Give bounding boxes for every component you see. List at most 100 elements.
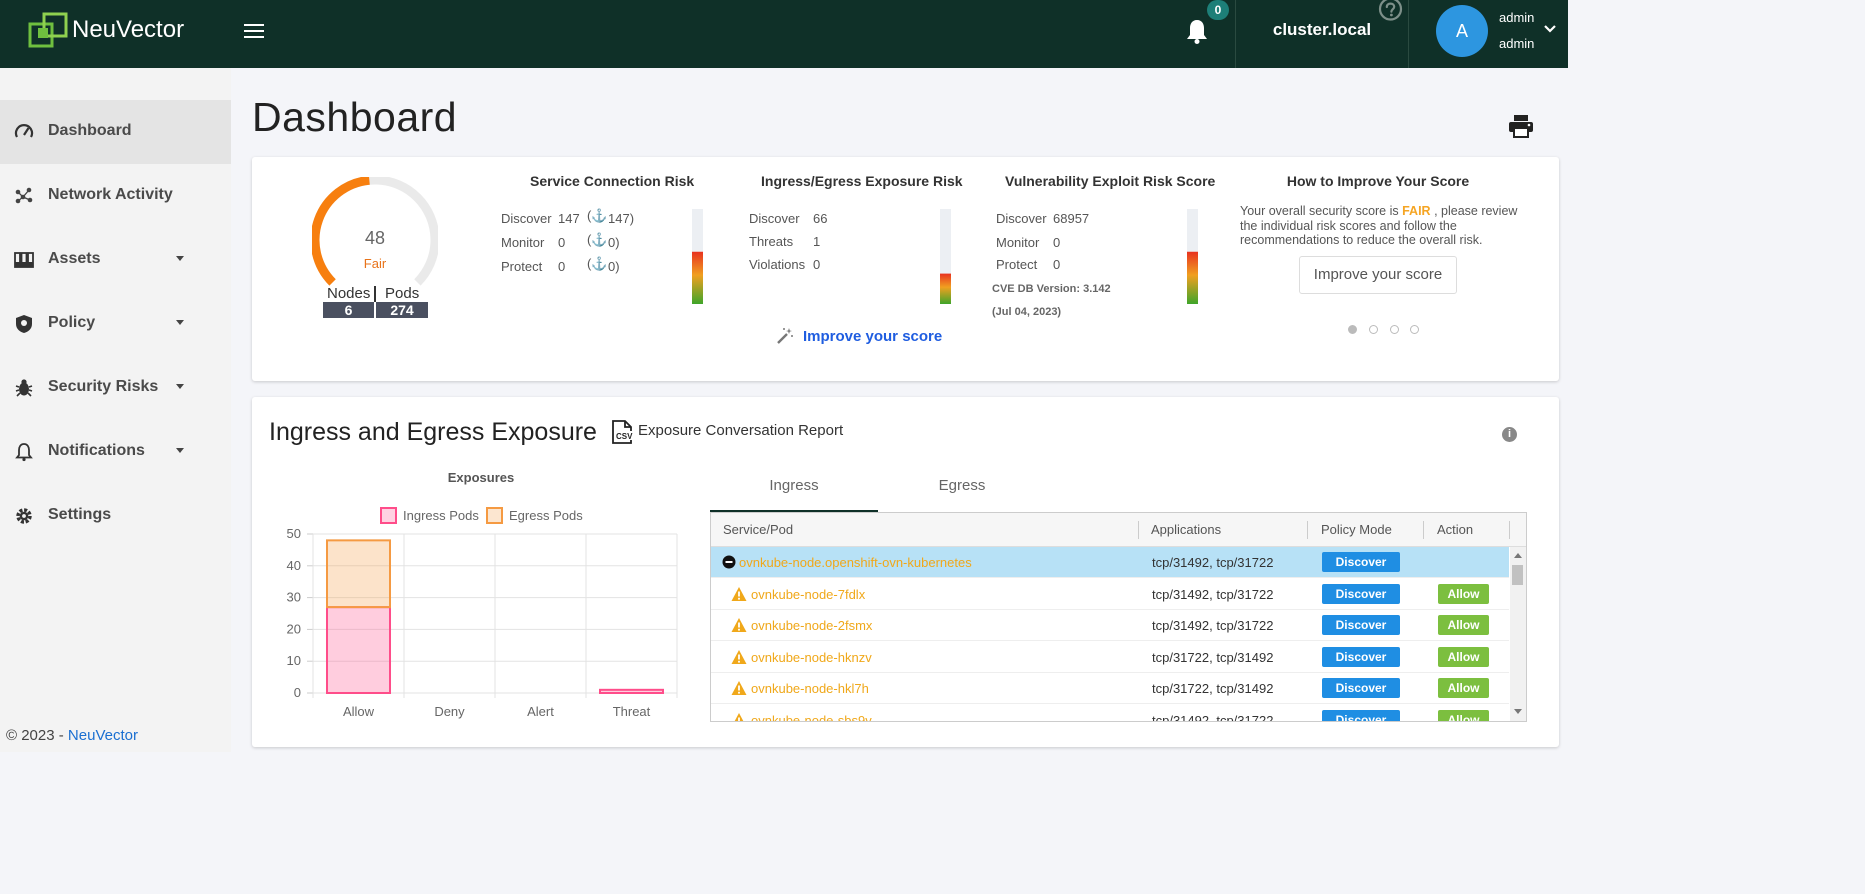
service-pod-name[interactable]: ovnkube-node-hknzv bbox=[751, 649, 872, 665]
sidebar-item-assets[interactable]: Assets bbox=[0, 228, 231, 292]
risk-anchor-value: 0) bbox=[608, 259, 620, 274]
exposure-report-link[interactable]: Exposure Conversation Report bbox=[638, 422, 844, 439]
policy-mode-badge[interactable]: Discover bbox=[1322, 583, 1400, 604]
howto-title: How to Improve Your Score bbox=[1286, 173, 1470, 189]
risk-anchor-value: 147) bbox=[608, 211, 635, 226]
service-pod-name[interactable]: ovnkube-node.openshift-ovn-kubernetes bbox=[739, 555, 972, 570]
policy-mode-badge[interactable]: Discover bbox=[1322, 615, 1400, 635]
divider bbox=[1408, 0, 1409, 68]
service-pod-name[interactable]: ovnkube-node-sbs9v bbox=[751, 712, 872, 722]
table-row[interactable]: ovnkube-node-sbs9v tcp/31492, tcp/31722 Di… bbox=[711, 705, 1509, 722]
notification-bell-icon[interactable] bbox=[1186, 18, 1208, 44]
sidebar-item-notifications[interactable]: Notifications bbox=[0, 420, 231, 484]
anchor-icon: (⚓ bbox=[587, 256, 608, 271]
divider bbox=[374, 286, 376, 302]
legend-swatch bbox=[486, 507, 503, 524]
tab-egress[interactable]: Egress bbox=[938, 477, 986, 494]
service-pod-name[interactable]: ovnkube-node-7fdlx bbox=[751, 586, 866, 602]
sidebar-item-dashboard[interactable]: Dashboard bbox=[0, 100, 231, 164]
sidebar-item-policy[interactable]: Policy bbox=[0, 292, 231, 356]
sidebar-item-network-activity[interactable]: Network Activity bbox=[0, 164, 231, 228]
sidebar-item-settings[interactable]: Settings bbox=[0, 484, 231, 548]
collapse-icon[interactable] bbox=[722, 555, 736, 569]
carousel-dot-3[interactable] bbox=[1390, 325, 1399, 334]
table-group-row[interactable]: ovnkube-node.openshift-ovn-kubernetes tcp… bbox=[711, 547, 1509, 578]
allow-action-button[interactable]: Allow bbox=[1438, 646, 1489, 667]
allow-action-button[interactable]: Allow bbox=[1438, 583, 1489, 604]
risk-value: 0 bbox=[558, 259, 566, 274]
info-icon[interactable]: i bbox=[1502, 427, 1517, 442]
chart-title: Exposures bbox=[448, 470, 514, 485]
page-title: Dashboard bbox=[252, 94, 458, 140]
improve-score-button[interactable]: Improve your score bbox=[1299, 256, 1457, 294]
chevron-down-icon[interactable] bbox=[1543, 22, 1557, 36]
gear-icon bbox=[16, 508, 32, 524]
scroll-down-icon[interactable] bbox=[1514, 709, 1522, 714]
howto-text: Your overall security score is bbox=[1240, 204, 1403, 218]
sidebar-item-label: Settings bbox=[48, 506, 112, 523]
magic-wand-icon bbox=[777, 328, 793, 344]
carousel-dot-1[interactable] bbox=[1348, 325, 1357, 334]
score-rating: Fair bbox=[363, 256, 387, 271]
score-gauge bbox=[312, 177, 438, 286]
policy-mode-badge[interactable]: Discover bbox=[1322, 709, 1400, 721]
carousel-dot-4[interactable] bbox=[1410, 325, 1419, 334]
column-header-service-pod[interactable]: Service/Pod bbox=[723, 522, 794, 537]
pods-label: Pods bbox=[385, 285, 420, 302]
help-icon[interactable] bbox=[1378, 0, 1403, 22]
service-pod-name[interactable]: ovnkube-node-hkl7h bbox=[751, 681, 869, 696]
anchor-icon: (⚓ bbox=[587, 208, 608, 223]
policy-mode-badge[interactable]: Discover bbox=[1322, 552, 1400, 572]
column-resize-handle[interactable] bbox=[1307, 521, 1308, 539]
print-icon[interactable] bbox=[1508, 114, 1534, 138]
column-header-policy-mode[interactable]: Policy Mode bbox=[1321, 522, 1392, 537]
exposures-chart: Exposures Ingress Pods Egress Pods 0 10 20 30 4… bbox=[287, 470, 678, 719]
cluster-selector[interactable]: cluster.local bbox=[1272, 20, 1372, 39]
column-resize-handle[interactable] bbox=[1509, 521, 1510, 539]
score-rating-highlight: FAIR bbox=[1402, 204, 1431, 218]
risk-value: 66 bbox=[813, 211, 828, 226]
csv-file-icon[interactable]: CSV bbox=[610, 420, 634, 444]
service-pod-name[interactable]: ovnkube-node-2fsmx bbox=[751, 618, 873, 633]
allow-action-button[interactable]: Allow bbox=[1438, 709, 1489, 721]
warning-icon bbox=[731, 618, 747, 632]
warning-icon bbox=[734, 712, 744, 721]
service-risk-title: Service Connection Risk bbox=[530, 173, 695, 189]
table-scrollbar[interactable] bbox=[1510, 547, 1526, 721]
improve-score-link-label: Improve your score bbox=[803, 328, 943, 345]
tab-ingress[interactable]: Ingress bbox=[710, 470, 878, 512]
table-row[interactable]: ovnkube-node-2fsmx tcp/31492, tcp/31722 Di… bbox=[711, 610, 1509, 641]
table-row[interactable]: ovnkube-node-hkl7h tcp/31722, tcp/31492 Di… bbox=[711, 673, 1509, 704]
neuvector-logo-icon[interactable] bbox=[28, 12, 70, 50]
sidebar-item-security-risks[interactable]: Security Risks bbox=[0, 356, 231, 420]
allow-action-button[interactable]: Allow bbox=[1438, 678, 1489, 698]
column-header-applications[interactable]: Applications bbox=[1151, 522, 1222, 537]
menu-toggle-icon[interactable] bbox=[244, 20, 264, 44]
carousel-dot-2[interactable] bbox=[1369, 325, 1378, 334]
bar-allow-egress-pods bbox=[326, 539, 391, 609]
policy-mode-badge[interactable]: Discover bbox=[1322, 678, 1400, 698]
column-resize-handle[interactable] bbox=[1138, 521, 1139, 539]
exposure-risk-bar bbox=[940, 209, 951, 304]
top-bar: NeuVector 0 cluster.local A admin admin bbox=[0, 0, 1568, 68]
risk-level-fill bbox=[1187, 251, 1198, 304]
neuvector-link[interactable]: NeuVector bbox=[67, 727, 138, 744]
risk-level-fill bbox=[940, 273, 951, 304]
scroll-thumb[interactable] bbox=[1512, 565, 1523, 585]
user-avatar[interactable]: A bbox=[1436, 5, 1488, 57]
caret-down-icon bbox=[176, 448, 184, 453]
allow-action-button[interactable]: Allow bbox=[1438, 615, 1489, 635]
scroll-up-icon[interactable] bbox=[1514, 553, 1522, 558]
sidebar-item-label: Dashboard bbox=[48, 122, 132, 139]
sidebar-item-label: Assets bbox=[48, 250, 101, 267]
column-resize-handle[interactable] bbox=[1423, 521, 1424, 539]
table-row[interactable]: ovnkube-node-hknzv tcp/31722, tcp/31492 Di… bbox=[711, 642, 1509, 673]
nodes-count: 6 bbox=[323, 302, 374, 318]
app-name: NeuVector bbox=[72, 16, 185, 43]
risk-label: Protect bbox=[996, 257, 1038, 272]
caret-down-icon bbox=[176, 256, 184, 261]
policy-mode-badge[interactable]: Discover bbox=[1322, 646, 1400, 667]
y-tick-label: 10 bbox=[287, 653, 301, 668]
column-header-action[interactable]: Action bbox=[1437, 522, 1474, 537]
table-row[interactable]: ovnkube-node-7fdlx tcp/31492, tcp/31722 Di… bbox=[711, 579, 1509, 610]
